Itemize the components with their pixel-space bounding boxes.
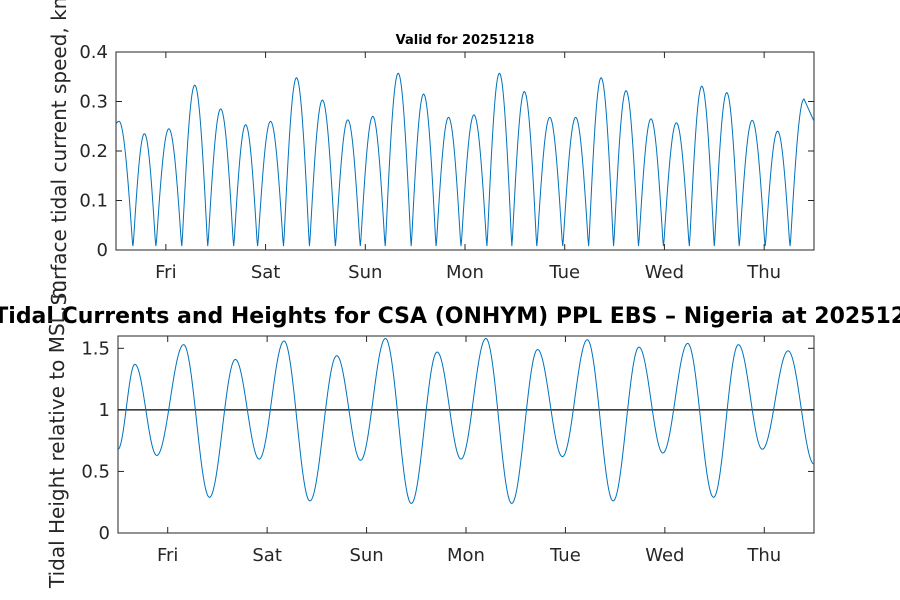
tidal-height-y-axis: 0 0.5 1 1.5 bbox=[81, 338, 814, 544]
top-ytick-label: 0.3 bbox=[79, 92, 108, 113]
bot-xtick-label-sun: Sun bbox=[349, 545, 383, 566]
top-xtick-label-sat: Sat bbox=[251, 262, 281, 283]
bot-xtick-label-mon: Mon bbox=[447, 545, 485, 566]
tidal-height-plot-area bbox=[117, 335, 815, 534]
bot-xtick-label-fri: Fri bbox=[157, 545, 178, 566]
current-speed-x-axis: Fri Sat Sun Mon Tue Wed Thu bbox=[155, 52, 781, 283]
current-speed-y-label: Surface tidal current speed, kn bbox=[47, 0, 71, 305]
bot-ytick-label: 0 bbox=[99, 523, 110, 544]
top-ytick-label: 0 bbox=[97, 240, 108, 261]
current-speed-title: Valid for 20251218 bbox=[396, 33, 535, 48]
tidal-height-y-label: Tidal Height relative to MSL, m bbox=[45, 280, 69, 589]
bot-xtick-label-tue: Tue bbox=[549, 545, 581, 566]
bot-xtick-label-thu: Thu bbox=[746, 545, 781, 566]
bot-ytick-label: 1 bbox=[99, 400, 110, 421]
top-xtick-label-sun: Sun bbox=[348, 262, 382, 283]
current-speed-plot-area bbox=[115, 51, 815, 251]
top-ytick-label: 0.4 bbox=[79, 42, 108, 63]
top-xtick-label-thu: Thu bbox=[746, 262, 781, 283]
top-xtick-label-fri: Fri bbox=[155, 262, 176, 283]
tidal-height-chart: 0 0.5 1 1.5 Fri Sat Sun Mon Tue Wed Thu bbox=[81, 335, 815, 566]
tidal-height-x-axis: Fri Sat Sun Mon Tue Wed Thu bbox=[157, 336, 781, 566]
current-speed-series-line bbox=[115, 72, 815, 247]
bot-xtick-label-sat: Sat bbox=[252, 545, 282, 566]
tidal-height-series-line bbox=[117, 337, 815, 505]
figure-main-title: Tidal Currents and Heights for CSA (ONHY… bbox=[0, 304, 900, 329]
top-ytick-label: 0.2 bbox=[79, 141, 108, 162]
current-speed-chart: Valid for 20251218 0 0.1 0.2 0.3 0.4 Fri Sat S… bbox=[79, 33, 815, 283]
top-xtick-label-tue: Tue bbox=[548, 262, 580, 283]
current-speed-y-axis: 0 0.1 0.2 0.3 0.4 bbox=[79, 42, 814, 261]
bot-ytick-label: 0.5 bbox=[81, 461, 110, 482]
bot-ytick-label: 1.5 bbox=[81, 338, 110, 359]
bot-xtick-label-wed: Wed bbox=[645, 545, 684, 566]
top-xtick-label-wed: Wed bbox=[645, 262, 684, 283]
top-ytick-label: 0.1 bbox=[79, 191, 108, 212]
top-xtick-label-mon: Mon bbox=[446, 262, 484, 283]
